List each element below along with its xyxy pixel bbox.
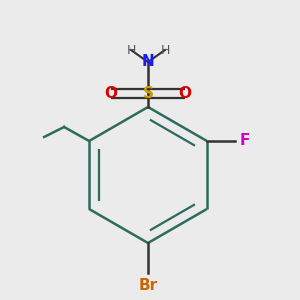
Text: O: O — [178, 85, 191, 100]
Text: H: H — [160, 44, 170, 56]
Text: F: F — [240, 134, 250, 148]
Text: Br: Br — [138, 278, 158, 292]
Text: N: N — [142, 55, 154, 70]
Text: H: H — [126, 44, 136, 56]
Text: O: O — [104, 85, 118, 100]
Text: S: S — [142, 85, 154, 100]
